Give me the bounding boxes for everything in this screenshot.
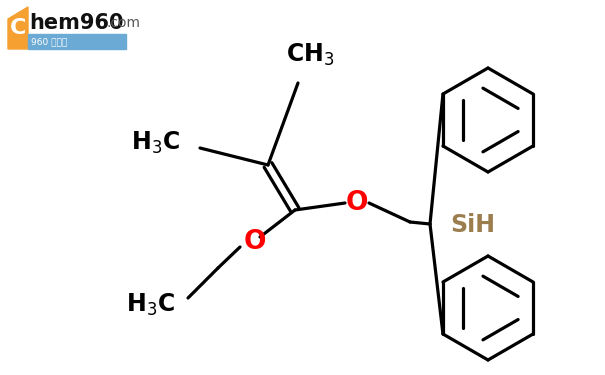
- Text: hem960: hem960: [29, 13, 123, 33]
- Text: O: O: [244, 229, 266, 255]
- Polygon shape: [28, 34, 126, 49]
- Text: 960 化工网: 960 化工网: [31, 38, 67, 46]
- Text: O: O: [345, 190, 368, 216]
- Text: C: C: [10, 18, 27, 38]
- Text: CH$_3$: CH$_3$: [286, 42, 334, 68]
- Text: H$_3$C: H$_3$C: [125, 292, 174, 318]
- Text: H$_3$C: H$_3$C: [131, 130, 180, 156]
- Text: .com: .com: [106, 16, 140, 30]
- Text: SiH: SiH: [450, 213, 495, 237]
- Polygon shape: [8, 7, 28, 49]
